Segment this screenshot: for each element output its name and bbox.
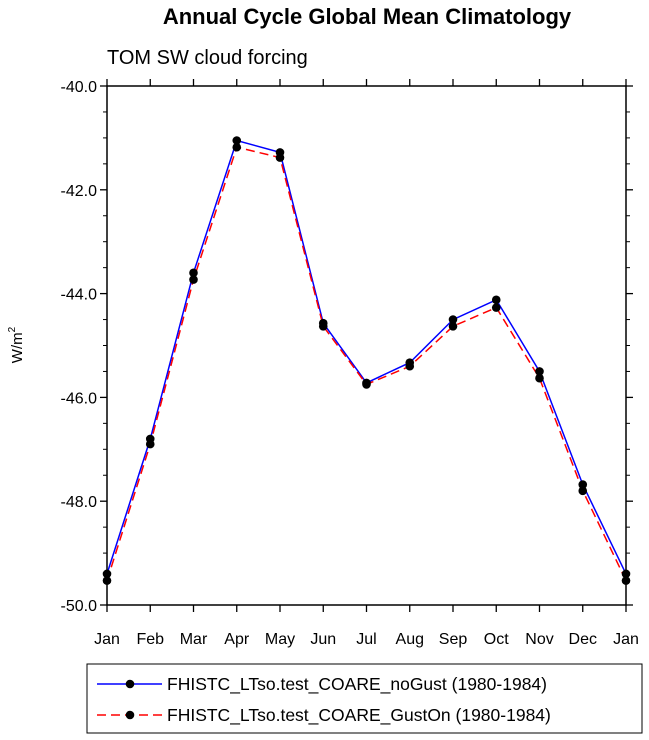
data-point — [491, 295, 501, 305]
data-point — [362, 380, 371, 389]
x-tick-label: Jun — [310, 631, 336, 648]
series-layer — [102, 136, 631, 585]
y-axis-label-base: W/m — [9, 332, 26, 363]
x-tick-label: Jan — [613, 631, 639, 648]
data-point — [189, 275, 198, 284]
legend-marker-2 — [125, 710, 135, 720]
y-tick-label: -44.0 — [61, 287, 98, 304]
data-point — [275, 153, 285, 162]
data-point — [232, 142, 242, 152]
x-tick-label: Oct — [484, 631, 509, 648]
data-point — [621, 569, 631, 579]
x-tick-label: Sep — [439, 631, 468, 648]
x-tick-label: Mar — [180, 631, 208, 648]
x-tick-label: Jan — [94, 631, 120, 648]
legend-label-1: FHISTC_LTso.test_COARE_noGust (1980-1984… — [167, 674, 547, 695]
x-tick-label: Aug — [396, 631, 424, 648]
series-line-2 — [106, 146, 627, 581]
data-point — [145, 439, 155, 449]
data-point — [578, 486, 588, 496]
data-point — [318, 321, 328, 331]
x-tick-label: May — [265, 631, 295, 648]
legend: FHISTC_LTso.test_COARE_noGust (1980-1984… — [97, 674, 551, 726]
x-tick-label: Apr — [224, 631, 250, 648]
legend-box — [86, 663, 643, 734]
data-point — [102, 569, 112, 579]
y-tick-label: -40.0 — [61, 79, 98, 96]
legend-label-2: FHISTC_LTso.test_COARE_GustOn (1980-1984… — [167, 705, 551, 726]
x-axis: Jan Feb Mar Apr May Jun Jul Aug Sep Oct Nov Dec Jan — [94, 79, 639, 648]
y-tick-label: -42.0 — [61, 183, 98, 200]
legend-marker-1 — [125, 679, 135, 689]
data-point — [448, 315, 458, 324]
data-point — [535, 373, 544, 383]
y-axis-label: W/m2 — [7, 326, 26, 363]
data-point — [232, 136, 242, 145]
data-point — [535, 367, 544, 376]
plot-frame — [106, 85, 627, 606]
y-axis-label-exponent: 2 — [7, 326, 18, 332]
chart-subtitle: TOM SW cloud forcing — [107, 47, 308, 69]
data-point — [189, 268, 198, 278]
x-tick-label: Jul — [356, 631, 376, 648]
series-line-1 — [106, 139, 627, 575]
y-tick-label: -50.0 — [61, 598, 98, 615]
x-tick-label: Nov — [525, 631, 553, 648]
data-point — [448, 321, 458, 331]
data-point — [405, 361, 415, 371]
y-axis: -50.0 -48.0 -46.0 -44.0 -42.0 -40.0 — [61, 79, 633, 615]
x-tick-label: Dec — [569, 631, 597, 648]
y-tick-label: -48.0 — [61, 494, 98, 511]
chart-title: Annual Cycle Global Mean Climatology — [163, 4, 572, 29]
x-tick-label: Feb — [136, 631, 164, 648]
y-tick-label: -46.0 — [61, 390, 98, 407]
data-point — [491, 303, 501, 312]
data-point — [102, 576, 112, 585]
data-point — [621, 576, 631, 585]
data-point — [578, 480, 588, 489]
